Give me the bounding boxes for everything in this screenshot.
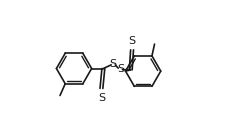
Text: S: S [117, 64, 124, 74]
Text: S: S [128, 36, 136, 46]
Text: S: S [110, 59, 117, 69]
Text: S: S [98, 93, 105, 103]
